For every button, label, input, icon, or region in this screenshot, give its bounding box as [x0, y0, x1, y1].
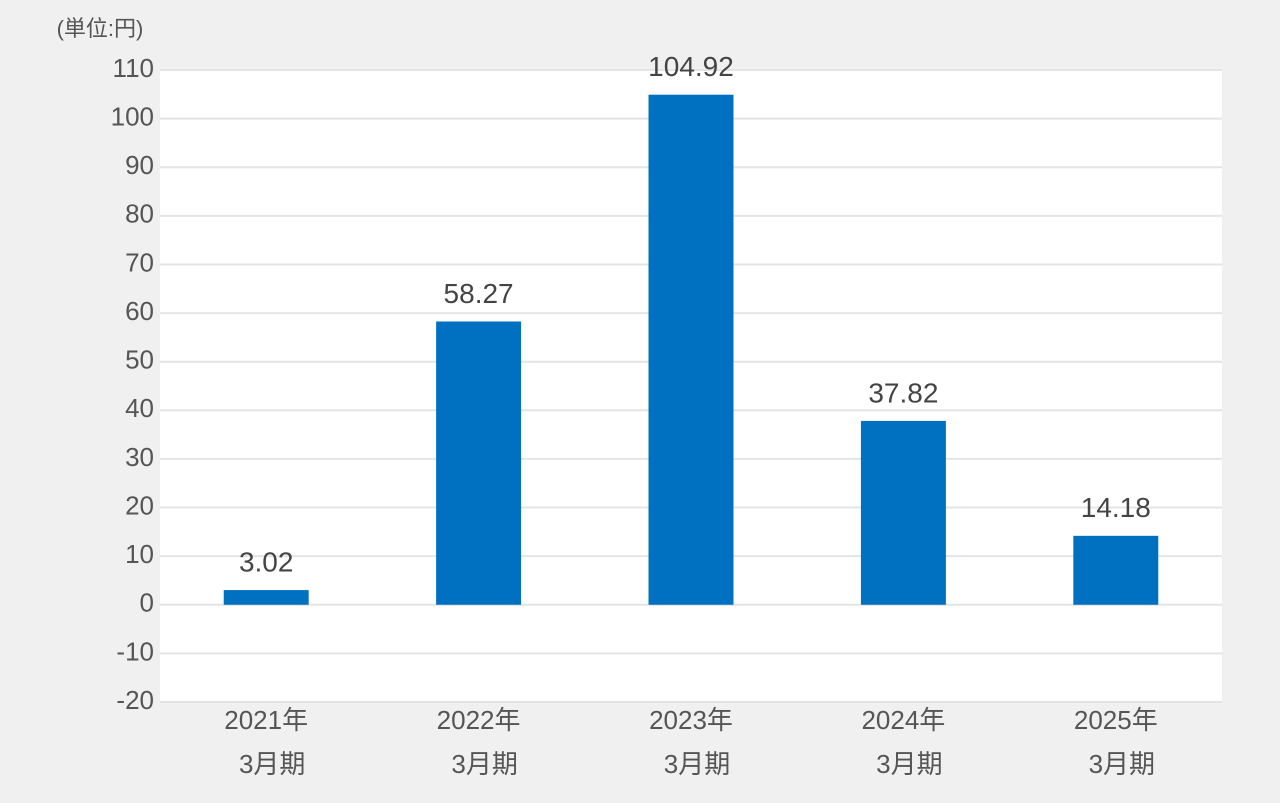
- value-label: 104.92: [648, 51, 734, 82]
- bar: [860, 420, 946, 605]
- y-tick-label: 10: [125, 539, 154, 569]
- value-label: 58.27: [444, 278, 514, 309]
- value-label: 14.18: [1081, 492, 1151, 523]
- y-tick-label: 70: [125, 247, 154, 277]
- x-tick-label: 2021年 3月期: [224, 705, 308, 779]
- y-tick-label: 50: [125, 345, 154, 375]
- bar: [223, 590, 309, 605]
- y-tick-label: 90: [125, 150, 154, 180]
- value-label: 37.82: [868, 377, 938, 408]
- y-tick-label: -20: [116, 685, 154, 715]
- bar: [436, 321, 522, 605]
- y-tick-label: 110: [113, 53, 154, 83]
- y-tick-label: 0: [140, 588, 154, 618]
- bar: [648, 94, 734, 605]
- x-tick-label: 2023年 3月期: [649, 705, 733, 779]
- x-tick-label: 2022年 3月期: [437, 705, 521, 779]
- y-tick-label: 100: [111, 101, 154, 131]
- y-tick-label: -10: [116, 636, 154, 666]
- x-tick-label: 2025年 3月期: [1074, 705, 1158, 779]
- y-tick-label: 80: [125, 199, 154, 229]
- bar: [1073, 535, 1159, 605]
- unit-label: (単位:円): [57, 16, 144, 41]
- value-label: 3.02: [239, 546, 294, 577]
- y-tick-label: 20: [125, 490, 154, 520]
- y-tick-label: 60: [125, 296, 154, 326]
- y-tick-label: 40: [125, 393, 154, 423]
- y-tick-label: 30: [125, 442, 154, 472]
- x-tick-label: 2024年 3月期: [861, 705, 945, 779]
